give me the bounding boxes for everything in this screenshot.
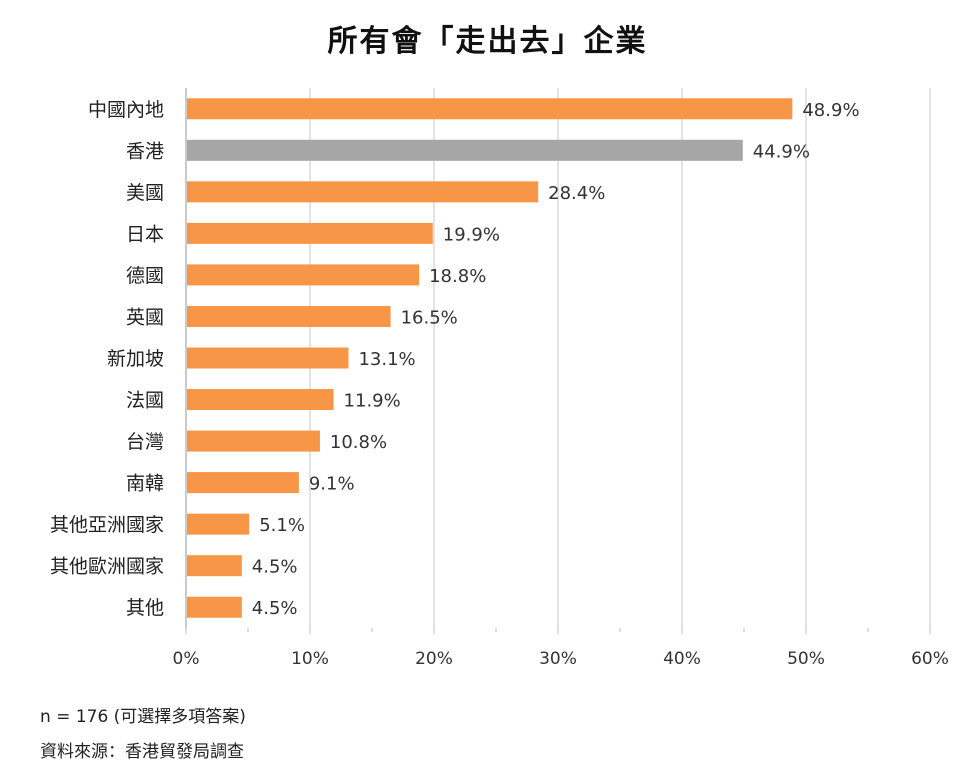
bar	[187, 305, 391, 327]
bar	[187, 555, 242, 577]
category-label: 德國	[126, 265, 164, 287]
category-label: 其他歐洲國家	[50, 556, 164, 578]
category-label: 其他	[126, 597, 164, 619]
gridlines	[185, 88, 931, 634]
x-tick-label: 60%	[911, 649, 949, 669]
source-note: 資料來源：香港貿發局調查	[40, 742, 244, 762]
bar	[187, 222, 433, 244]
bar	[187, 264, 420, 286]
data-label: 18.8%	[429, 266, 486, 287]
data-label: 4.5%	[252, 598, 298, 619]
chart-title: 所有會「走出去」企業	[327, 24, 648, 59]
data-label: 13.1%	[358, 349, 415, 370]
category-label: 台灣	[126, 431, 164, 453]
bar	[187, 513, 250, 535]
bar	[187, 596, 242, 618]
category-label: 日本	[126, 223, 164, 245]
category-label: 法國	[126, 390, 164, 412]
category-label: 香港	[126, 140, 164, 162]
x-tick-label: 10%	[291, 649, 329, 669]
data-label: 19.9%	[443, 224, 500, 245]
category-label: 中國內地	[88, 99, 164, 121]
bar	[187, 347, 349, 369]
x-tick-label: 30%	[539, 649, 577, 669]
bar	[187, 430, 320, 452]
x-tick-label: 20%	[415, 649, 453, 669]
data-label: 16.5%	[401, 307, 458, 328]
bar	[187, 98, 793, 120]
data-label: 44.9%	[753, 141, 810, 162]
bar	[187, 389, 334, 411]
data-label: 28.4%	[548, 183, 605, 204]
bar	[187, 472, 299, 494]
category-label: 其他亞洲國家	[50, 514, 164, 536]
data-label: 11.9%	[344, 391, 401, 412]
category-label: 美國	[126, 182, 164, 204]
data-label: 10.8%	[330, 432, 387, 453]
data-label: 5.1%	[259, 515, 305, 536]
x-tick-labels: 0% 10% 20% 30% 40% 50% 60%	[173, 649, 949, 669]
bars	[187, 98, 793, 618]
bar-highlight	[187, 139, 743, 161]
x-tick-label: 40%	[663, 649, 701, 669]
category-label: 新加坡	[107, 348, 164, 370]
sample-size-note: n = 176 (可選擇多項答案)	[40, 707, 246, 727]
x-tick-label: 0%	[173, 649, 200, 669]
data-label: 4.5%	[252, 557, 298, 578]
bar	[187, 181, 539, 203]
data-label: 48.9%	[802, 100, 859, 121]
x-tick-label: 50%	[787, 649, 825, 669]
category-label: 南韓	[126, 473, 164, 495]
category-label: 英國	[126, 306, 164, 328]
data-labels: 48.9% 44.9% 28.4% 19.9% 18.8% 16.5% 13.1% 11.9%…	[252, 100, 860, 619]
data-label: 9.1%	[309, 474, 355, 495]
